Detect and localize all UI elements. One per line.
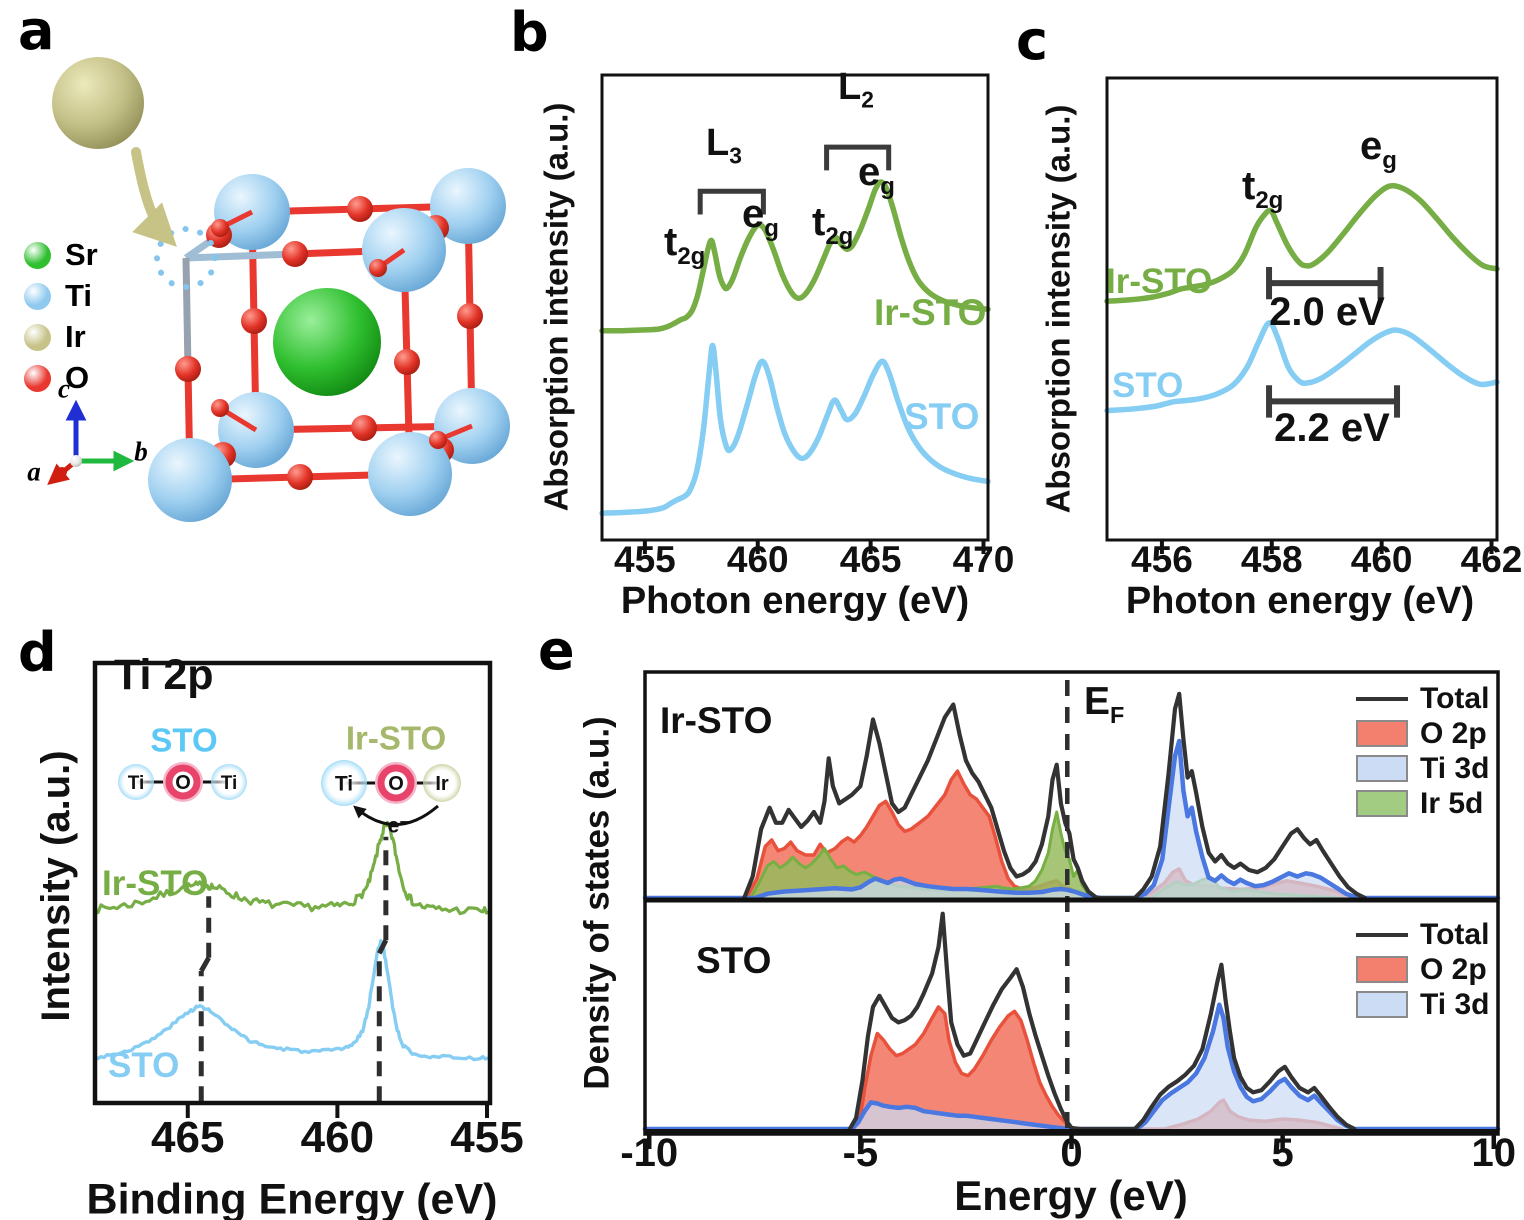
legend-color-swatch <box>1356 755 1408 782</box>
legend-item-total: Total <box>1356 917 1490 951</box>
atom-color-dot <box>24 323 51 351</box>
c-series-label-irsto: Ir-STO <box>1106 262 1213 301</box>
b-edge-label-L3: L3 <box>706 122 742 169</box>
legend-line-swatch <box>1356 932 1408 937</box>
tick-label: 0 <box>1060 1131 1082 1175</box>
legend-label: Total <box>1420 917 1490 951</box>
legend-item-ti-3d: Ti 3d <box>1356 751 1490 785</box>
legend-label: O 2p <box>1420 716 1487 750</box>
legend-color-swatch <box>1356 956 1408 983</box>
panel-letter-e: e <box>538 619 575 682</box>
axis-b-label: b <box>134 436 148 467</box>
d-x-axis-title: Binding Energy (eV) <box>86 1175 498 1220</box>
legend-item-o-2p: O 2p <box>1356 716 1489 750</box>
c-y-axis-title: Absorption intensity (a.u.) <box>1039 104 1077 514</box>
tick-label: 458 <box>1241 539 1303 580</box>
crystal-legend-item-o: O <box>24 360 98 395</box>
crystal-legend-item-ir: Ir <box>24 319 98 354</box>
e-bottom-legend: Total O 2p Ti 3d <box>1356 917 1490 1021</box>
tick-label: 465 <box>840 539 902 580</box>
panel-letter-d: d <box>18 621 57 684</box>
tick-label: 460 <box>727 539 789 580</box>
legend-color-swatch <box>1356 991 1408 1018</box>
b-peak-label-eg-L2: eg <box>858 150 895 200</box>
b-y-axis-title: Absorption intensity (a.u.) <box>537 102 575 512</box>
legend-label: Total <box>1420 681 1490 715</box>
inset-atom-Ti: Ti <box>128 773 145 794</box>
legend-label: Ti 3d <box>1420 751 1490 785</box>
legend-item-o-2p: O 2p <box>1356 952 1489 986</box>
legend-label: Ir 5d <box>1420 786 1484 820</box>
panel-letter-c: c <box>1016 9 1049 72</box>
crystal-legend-item-ti: Ti <box>24 278 98 313</box>
panel-letter-b: b <box>510 1 549 64</box>
tick-label: 456 <box>1131 539 1193 580</box>
tick-label: 10 <box>1472 1131 1517 1175</box>
d-plot-title: Ti 2p <box>114 651 214 699</box>
atom-label: Sr <box>65 237 98 272</box>
panel-letter-a: a <box>18 0 55 62</box>
tick-label: 5 <box>1272 1131 1294 1175</box>
crystal-legend: Sr Ti Ir O <box>24 237 98 395</box>
inset-atom-Ir: Ir <box>435 773 449 795</box>
b-series-label-sto: STO <box>904 396 980 437</box>
legend-item-ir-5d: Ir 5d <box>1356 786 1489 820</box>
c-peak-label-eg: eg <box>1360 124 1397 174</box>
legend-line-swatch <box>1356 696 1408 701</box>
tick-label: 462 <box>1461 539 1523 580</box>
inset-atom-Ti: Ti <box>335 773 353 796</box>
d-inset-label-sto: STO <box>150 721 218 759</box>
crystal-legend-item-sr: Sr <box>24 237 98 272</box>
legend-item-ti-3d: Ti 3d <box>1356 987 1490 1021</box>
atom-label: O <box>65 360 90 395</box>
atom-label: Ti <box>65 278 92 313</box>
inset-atom-O: O <box>388 773 404 795</box>
c-x-axis-title: Photon energy (eV) <box>1125 580 1475 622</box>
tick-label: 455 <box>450 1113 523 1162</box>
d-electron-transfer-label: e⁻ <box>387 814 411 838</box>
d-y-axis-title: Intensity (a.u.) <box>34 750 78 1022</box>
tick-label: 455 <box>614 539 676 580</box>
e-top-legend: Total O 2p Ti 3d Ir 5d <box>1356 681 1490 820</box>
tick-label: 465 <box>151 1113 224 1162</box>
b-series-label-irsto: Ir-STO <box>874 292 987 333</box>
tick-label: 460 <box>301 1113 374 1162</box>
legend-label: O 2p <box>1420 952 1487 986</box>
legend-color-swatch <box>1356 790 1408 817</box>
e-x-axis-title: Energy (eV) <box>954 1172 1188 1219</box>
atom-color-dot <box>24 241 51 269</box>
e-y-axis-title: Density of states (a.u.) <box>577 716 617 1090</box>
legend-item-total: Total <box>1356 681 1490 715</box>
e-subpanel-label-sto: STO <box>696 940 772 981</box>
legend-color-swatch <box>1356 720 1408 747</box>
atom-color-dot <box>24 282 51 310</box>
c-splitting-value-sto: 2.2 eV <box>1274 406 1390 450</box>
axis-a-label: a <box>27 456 41 487</box>
b-x-axis-title: Photon energy (eV) <box>620 580 970 622</box>
tick-label: -10 <box>620 1131 678 1175</box>
inset-atom-Ti: Ti <box>221 773 238 794</box>
b-peak-label-t2g-L2: t2g <box>812 200 854 250</box>
axis-c-label: c <box>58 373 70 404</box>
tick-label: 470 <box>953 539 1015 580</box>
b-peak-label-t2g-L3: t2g <box>664 220 706 270</box>
d-inset-label-irsto: Ir-STO <box>345 719 447 757</box>
tick-label: -5 <box>843 1131 879 1175</box>
b-edge-label-L2: L2 <box>838 66 874 113</box>
b-peak-label-eg-L3: eg <box>742 192 779 242</box>
c-peak-label-t2g: t2g <box>1242 164 1284 214</box>
tick-label: 460 <box>1351 539 1413 580</box>
c-series-label-sto: STO <box>1112 366 1184 405</box>
d-series-label-irsto: Ir-STO <box>102 864 209 903</box>
e-subpanel-label-irsto: Ir-STO <box>660 700 773 741</box>
d-series-label-sto: STO <box>108 1046 180 1085</box>
legend-label: Ti 3d <box>1420 987 1490 1021</box>
atom-label: Ir <box>65 319 86 354</box>
atom-color-dot <box>24 364 51 392</box>
c-splitting-value-irsto: 2.0 eV <box>1269 290 1385 334</box>
e-fermi-level-label: EF <box>1084 680 1125 728</box>
inset-atom-O: O <box>175 772 191 794</box>
